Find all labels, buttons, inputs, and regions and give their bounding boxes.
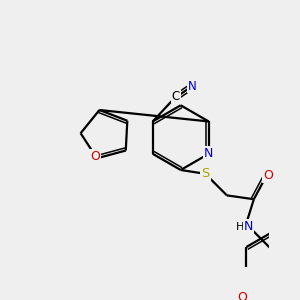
Text: N: N xyxy=(188,80,197,92)
Text: C: C xyxy=(172,90,180,103)
Text: N: N xyxy=(204,147,213,160)
Text: O: O xyxy=(263,169,273,182)
Text: N: N xyxy=(244,220,253,233)
Text: H: H xyxy=(236,222,244,232)
Text: O: O xyxy=(90,150,100,163)
Text: O: O xyxy=(237,290,247,300)
Text: S: S xyxy=(201,167,209,180)
